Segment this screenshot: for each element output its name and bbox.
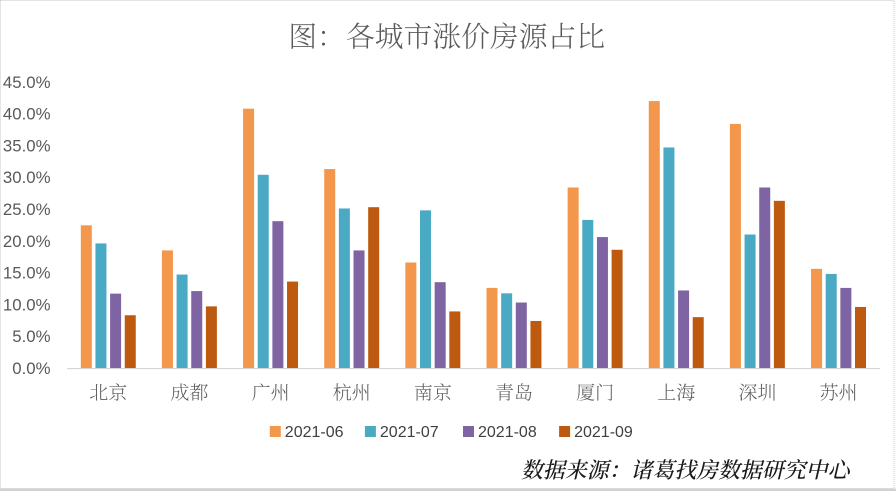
svg-text:45.0%: 45.0%: [3, 73, 51, 92]
svg-text:40.0%: 40.0%: [3, 105, 51, 124]
svg-text:20.0%: 20.0%: [3, 232, 51, 251]
svg-text:0.0%: 0.0%: [12, 359, 50, 378]
svg-text:2021-06: 2021-06: [285, 424, 344, 441]
svg-text:25.0%: 25.0%: [3, 200, 51, 219]
svg-text:15.0%: 15.0%: [3, 264, 51, 283]
svg-text:2021-07: 2021-07: [380, 424, 439, 441]
svg-text:35.0%: 35.0%: [3, 136, 51, 155]
svg-text:5.0%: 5.0%: [12, 327, 50, 346]
svg-text:30.0%: 30.0%: [3, 168, 51, 187]
svg-text:2021-09: 2021-09: [574, 424, 633, 441]
svg-text:10.0%: 10.0%: [3, 295, 51, 314]
svg-text:2021-08: 2021-08: [478, 424, 537, 441]
